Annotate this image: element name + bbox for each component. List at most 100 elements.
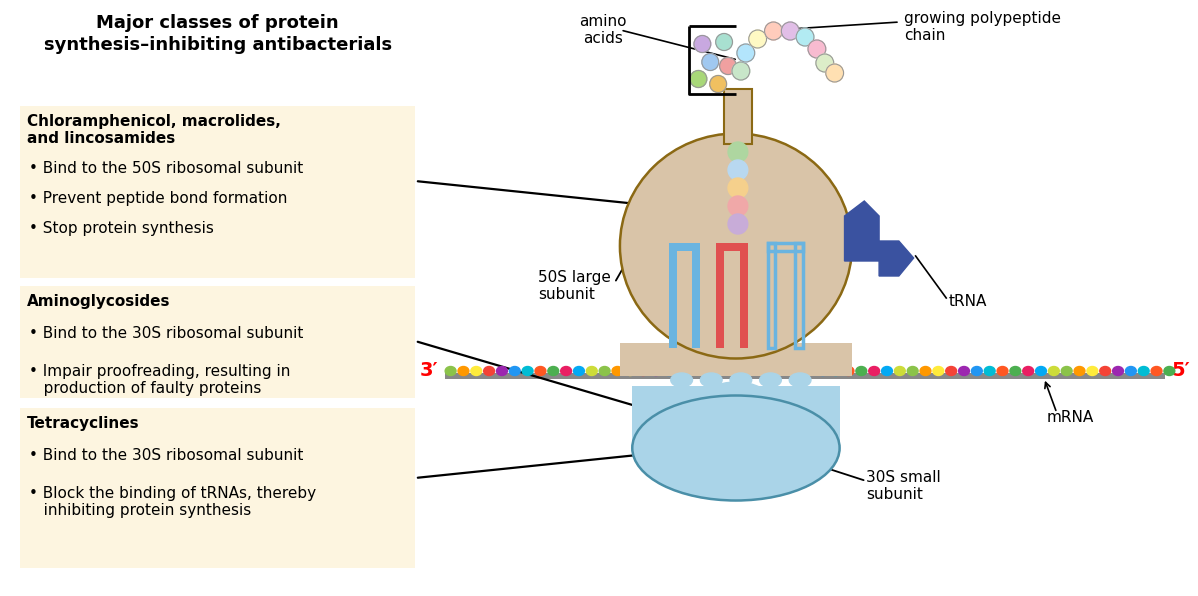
- Text: 3′: 3′: [420, 362, 438, 380]
- Bar: [740, 243, 748, 348]
- Ellipse shape: [1087, 367, 1097, 375]
- Ellipse shape: [817, 367, 828, 375]
- Ellipse shape: [561, 367, 571, 375]
- Bar: [668, 243, 701, 251]
- Ellipse shape: [1075, 367, 1085, 375]
- Bar: [20, 106, 415, 278]
- Ellipse shape: [522, 367, 533, 375]
- Ellipse shape: [471, 367, 482, 375]
- Ellipse shape: [825, 64, 843, 82]
- Bar: [633, 386, 840, 448]
- Ellipse shape: [728, 214, 748, 234]
- Ellipse shape: [920, 367, 931, 375]
- Ellipse shape: [1035, 367, 1046, 375]
- Ellipse shape: [701, 382, 770, 420]
- Ellipse shape: [764, 22, 782, 40]
- Ellipse shape: [972, 367, 982, 375]
- Text: • Impair proofreading, resulting in
   production of faulty proteins: • Impair proofreading, resulting in prod…: [29, 364, 290, 396]
- Ellipse shape: [536, 367, 546, 375]
- Text: Aminoglycosides: Aminoglycosides: [28, 294, 170, 309]
- Ellipse shape: [702, 54, 719, 70]
- Bar: [716, 243, 724, 348]
- Bar: [444, 373, 1166, 379]
- Ellipse shape: [728, 196, 748, 216]
- Ellipse shape: [781, 22, 799, 40]
- Ellipse shape: [789, 373, 811, 387]
- Ellipse shape: [1100, 367, 1111, 375]
- Ellipse shape: [855, 367, 867, 375]
- Ellipse shape: [694, 36, 710, 52]
- Ellipse shape: [945, 367, 956, 375]
- Ellipse shape: [907, 367, 918, 375]
- Text: Tetracyclines: Tetracyclines: [28, 416, 140, 431]
- Ellipse shape: [933, 367, 944, 375]
- Text: tRNA: tRNA: [948, 293, 987, 309]
- Ellipse shape: [730, 373, 751, 387]
- Text: 30S small
subunit: 30S small subunit: [866, 470, 940, 502]
- Text: Major classes of protein
synthesis–inhibiting antibacterials: Major classes of protein synthesis–inhib…: [43, 14, 392, 54]
- Ellipse shape: [797, 28, 813, 46]
- Text: • Prevent peptide bond formation: • Prevent peptide bond formation: [29, 191, 288, 206]
- Ellipse shape: [816, 54, 834, 72]
- Ellipse shape: [651, 367, 661, 375]
- Ellipse shape: [625, 367, 636, 375]
- Ellipse shape: [599, 367, 610, 375]
- Ellipse shape: [843, 367, 854, 375]
- Ellipse shape: [496, 367, 508, 375]
- Ellipse shape: [664, 367, 674, 375]
- Text: • Stop protein synthesis: • Stop protein synthesis: [29, 221, 214, 236]
- Ellipse shape: [1048, 367, 1059, 375]
- Text: • Bind to the 50S ribosomal subunit: • Bind to the 50S ribosomal subunit: [29, 161, 303, 176]
- Ellipse shape: [715, 33, 732, 51]
- Bar: [768, 243, 803, 251]
- Ellipse shape: [701, 373, 722, 387]
- Ellipse shape: [737, 44, 755, 62]
- Ellipse shape: [760, 373, 781, 387]
- Ellipse shape: [547, 367, 558, 375]
- Text: 50S large
subunit: 50S large subunit: [538, 270, 611, 302]
- Ellipse shape: [637, 367, 648, 375]
- Bar: [692, 243, 701, 348]
- Ellipse shape: [633, 396, 840, 501]
- Ellipse shape: [1125, 367, 1136, 375]
- Bar: [20, 408, 415, 568]
- Text: mRNA: mRNA: [1047, 411, 1094, 426]
- Ellipse shape: [807, 40, 825, 58]
- FancyBboxPatch shape: [724, 89, 751, 144]
- Ellipse shape: [671, 373, 692, 387]
- Ellipse shape: [728, 178, 748, 198]
- Ellipse shape: [586, 367, 598, 375]
- Text: growing polypeptide
chain: growing polypeptide chain: [903, 11, 1060, 43]
- Text: • Bind to the 30S ribosomal subunit: • Bind to the 30S ribosomal subunit: [29, 448, 303, 463]
- Ellipse shape: [612, 367, 623, 375]
- Bar: [795, 243, 803, 348]
- Ellipse shape: [728, 160, 748, 180]
- Bar: [716, 243, 748, 251]
- Ellipse shape: [830, 367, 841, 375]
- Ellipse shape: [458, 367, 468, 375]
- Ellipse shape: [1151, 367, 1162, 375]
- Text: 5′: 5′: [1172, 362, 1190, 380]
- Ellipse shape: [1061, 367, 1072, 375]
- Ellipse shape: [985, 367, 996, 375]
- Ellipse shape: [709, 76, 726, 92]
- Polygon shape: [845, 201, 914, 276]
- Ellipse shape: [484, 367, 495, 375]
- Ellipse shape: [895, 367, 906, 375]
- Ellipse shape: [882, 367, 893, 375]
- Text: amino
acids: amino acids: [579, 14, 627, 46]
- Text: • Bind to the 30S ribosomal subunit: • Bind to the 30S ribosomal subunit: [29, 326, 303, 341]
- Bar: [20, 286, 415, 398]
- Ellipse shape: [619, 134, 852, 359]
- Ellipse shape: [749, 30, 767, 48]
- Ellipse shape: [997, 367, 1008, 375]
- Ellipse shape: [509, 367, 520, 375]
- Ellipse shape: [574, 367, 585, 375]
- Ellipse shape: [732, 62, 750, 80]
- Ellipse shape: [728, 142, 748, 162]
- Bar: [621, 343, 853, 376]
- Ellipse shape: [1113, 367, 1124, 375]
- Ellipse shape: [1138, 367, 1149, 375]
- Ellipse shape: [1023, 367, 1034, 375]
- Ellipse shape: [690, 70, 707, 88]
